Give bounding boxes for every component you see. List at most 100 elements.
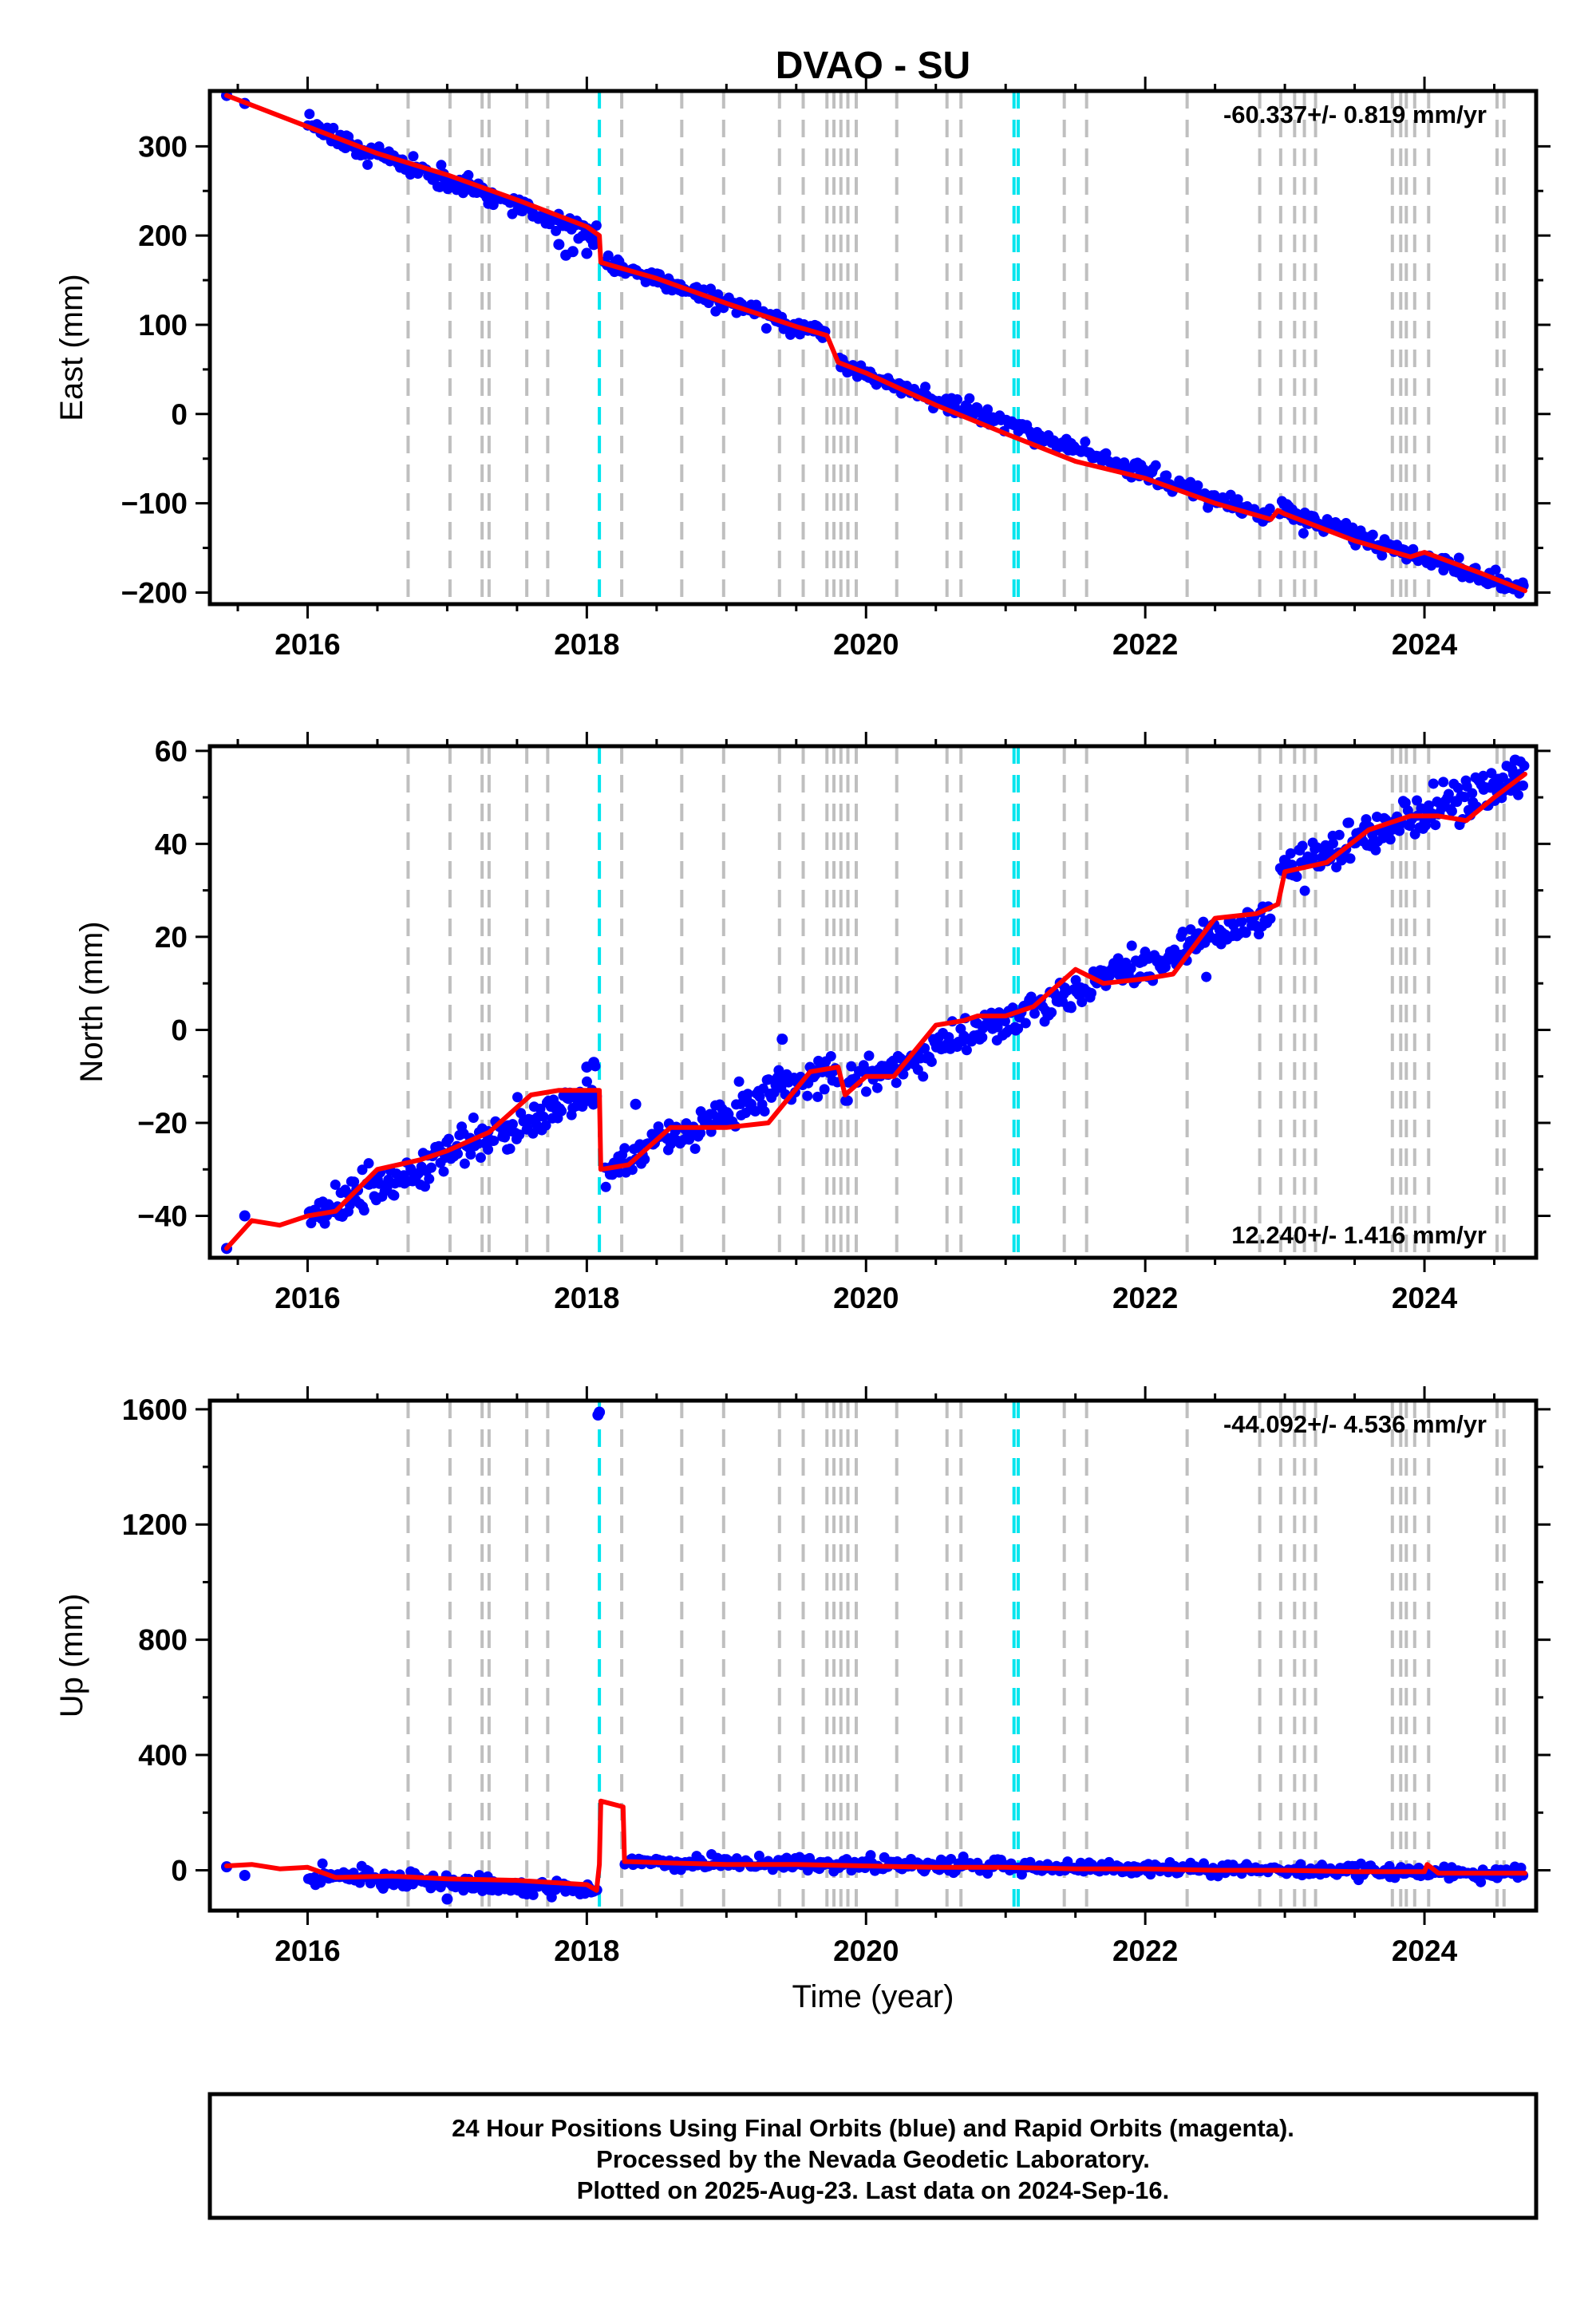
data-point [408, 151, 419, 162]
y-tick-label: −100 [121, 488, 188, 520]
data-point [825, 1051, 836, 1062]
data-point [443, 1133, 454, 1144]
data-point [317, 1858, 328, 1869]
data-point [1265, 913, 1276, 924]
data-point [458, 1885, 469, 1896]
data-point [436, 160, 447, 171]
data-point [468, 1113, 479, 1124]
data-point [239, 1210, 251, 1222]
data-point [389, 1190, 400, 1201]
data-point [961, 1045, 972, 1056]
data-point [819, 1084, 830, 1095]
data-point [1446, 805, 1457, 816]
data-point [760, 322, 772, 334]
data-point [1185, 924, 1196, 935]
data-point [639, 1154, 650, 1165]
data-point [1428, 778, 1439, 789]
data-point [1509, 754, 1521, 766]
data-point [865, 1850, 876, 1861]
data-point [475, 1152, 486, 1164]
footer-line-1: 24 Hour Positions Using Final Orbits (bl… [452, 2114, 1294, 2142]
data-point [463, 170, 474, 181]
data-point [1478, 770, 1489, 781]
data-point [1377, 550, 1388, 561]
x-tick-label: 2024 [1392, 628, 1458, 661]
y-tick-label: 1600 [122, 1393, 188, 1426]
data-point [1408, 543, 1419, 555]
data-point [1452, 782, 1464, 793]
plot-area [220, 1401, 1529, 1911]
data-point [538, 1111, 549, 1122]
footer-box: 24 Hour Positions Using Final Orbits (bl… [207, 2092, 1539, 2220]
data-point [776, 1034, 788, 1045]
north-panel: 2016 2018 2020 2022 2024 60 40 20 0 −20 −40 North (… [74, 732, 1551, 1314]
data-point [1370, 844, 1381, 856]
y-tick-label: 60 [155, 735, 188, 768]
x-tick-label: 2016 [275, 628, 340, 661]
data-point [430, 172, 441, 183]
data-point [452, 1148, 464, 1160]
y-tick-label: 20 [155, 921, 188, 954]
data-point [742, 1089, 753, 1100]
x-tick-label: 2018 [554, 1282, 619, 1314]
data-point [763, 1074, 774, 1085]
data-point [1412, 795, 1423, 806]
up-panel: 2016 2018 2020 2022 2024 1600 1200 800 400 0 Up (m… [54, 1386, 1551, 1967]
plot-area [220, 746, 1530, 1258]
data-point [952, 393, 963, 405]
data-point [860, 1086, 871, 1097]
y-axis-label: Up (mm) [54, 1594, 89, 1718]
data-point [591, 220, 602, 231]
data-point [946, 1853, 957, 1864]
data-point [1201, 971, 1212, 982]
plot-frame [207, 744, 1539, 1260]
data-point [1486, 768, 1497, 779]
y-tick-label: −20 [137, 1107, 188, 1140]
data-point [1490, 564, 1501, 575]
velocity-annotation: 12.240+/- 1.416 mm/yr [1231, 1221, 1487, 1249]
x-tick-label: 2022 [1112, 1282, 1178, 1314]
data-point [1016, 1869, 1027, 1880]
data-point [1029, 1008, 1040, 1019]
data-point [1476, 1876, 1487, 1887]
data-point [1394, 825, 1405, 836]
model-fit-line [224, 1798, 1527, 1893]
x-tick-label: 2016 [275, 1935, 340, 1967]
data-point [1299, 885, 1310, 896]
data-point [514, 1129, 525, 1140]
data-point [1467, 788, 1478, 799]
data-point [920, 381, 931, 393]
plot-frame [207, 1398, 1539, 1913]
data-point [689, 1143, 701, 1154]
data-point [753, 1850, 764, 1861]
data-point [812, 1091, 824, 1102]
daily-points [220, 754, 1530, 1255]
data-point [1198, 916, 1209, 927]
x-tick-label: 2020 [833, 628, 899, 661]
data-point [1333, 829, 1345, 840]
data-point [1070, 974, 1081, 986]
data-point [1438, 777, 1449, 788]
data-point [488, 1135, 500, 1146]
figure-title: DVAO - SU [776, 45, 970, 87]
data-point [315, 1877, 326, 1888]
data-point [1285, 848, 1296, 859]
data-point [319, 1218, 330, 1229]
data-point [504, 1143, 516, 1154]
data-point [1298, 528, 1309, 539]
data-point [434, 181, 445, 192]
data-point [977, 1032, 988, 1043]
x-tick-label: 2022 [1112, 628, 1178, 661]
data-point [1453, 552, 1464, 563]
data-point [863, 1050, 875, 1061]
data-point [1232, 494, 1243, 505]
data-point [1308, 852, 1319, 864]
data-point [1126, 940, 1137, 951]
data-point [630, 1098, 642, 1110]
y-tick-label: 200 [138, 219, 188, 252]
data-point [891, 1077, 902, 1089]
plot-frame [207, 89, 1539, 607]
footer-line-2: Processed by the Nevada Geodetic Laborat… [596, 2145, 1150, 2173]
data-point [1343, 817, 1354, 828]
